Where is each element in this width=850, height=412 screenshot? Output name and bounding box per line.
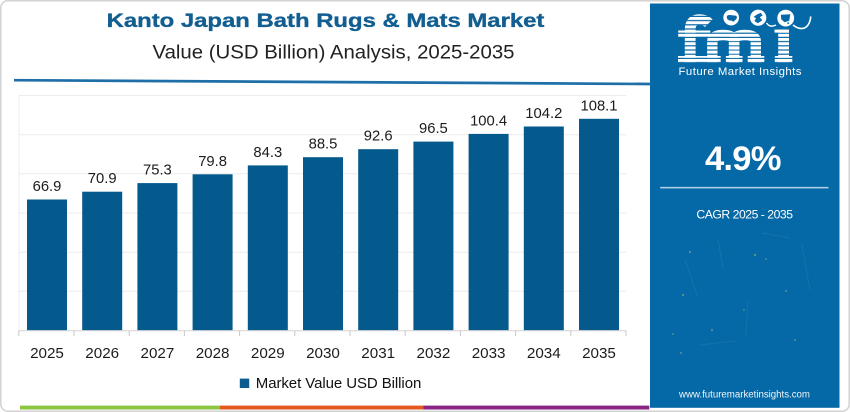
svg-text:Value (USD Billion) Analysis,: Value (USD Billion) Analysis, 2025-2035 bbox=[153, 42, 515, 64]
svg-text:Future Market Insights: Future Market Insights bbox=[679, 66, 802, 78]
svg-text:2027: 2027 bbox=[141, 345, 175, 362]
svg-text:2035: 2035 bbox=[582, 345, 616, 362]
svg-text:2032: 2032 bbox=[417, 345, 451, 362]
svg-text:2029: 2029 bbox=[251, 345, 285, 362]
svg-text:2034: 2034 bbox=[527, 345, 561, 362]
svg-text:www.futuremarketinsights.com: www.futuremarketinsights.com bbox=[678, 389, 810, 400]
svg-text:2026: 2026 bbox=[85, 345, 119, 362]
svg-text:88.5: 88.5 bbox=[309, 137, 338, 153]
svg-text:100.4: 100.4 bbox=[470, 113, 507, 129]
svg-text:104.2: 104.2 bbox=[525, 106, 562, 122]
svg-text:96.5: 96.5 bbox=[419, 121, 448, 137]
svg-text:92.6: 92.6 bbox=[364, 129, 393, 145]
svg-text:CAGR 2025 - 2035: CAGR 2025 - 2035 bbox=[696, 208, 793, 222]
svg-text:Kanto Japan Bath Rugs & Mats M: Kanto Japan Bath Rugs & Mats Market bbox=[107, 10, 545, 32]
svg-text:Market Value USD Billion: Market Value USD Billion bbox=[256, 375, 421, 392]
svg-text:2033: 2033 bbox=[472, 345, 506, 362]
svg-text:75.3: 75.3 bbox=[143, 163, 172, 179]
svg-text:70.9: 70.9 bbox=[88, 171, 117, 187]
svg-text:66.9: 66.9 bbox=[33, 179, 62, 195]
svg-text:84.3: 84.3 bbox=[253, 145, 282, 161]
svg-text:2030: 2030 bbox=[306, 345, 340, 362]
svg-text:108.1: 108.1 bbox=[580, 98, 617, 114]
svg-text:2028: 2028 bbox=[196, 345, 230, 362]
svg-text:2025: 2025 bbox=[30, 345, 64, 362]
svg-text:2031: 2031 bbox=[361, 345, 395, 362]
svg-text:4.9%: 4.9% bbox=[705, 140, 782, 178]
svg-text:79.8: 79.8 bbox=[198, 154, 227, 170]
